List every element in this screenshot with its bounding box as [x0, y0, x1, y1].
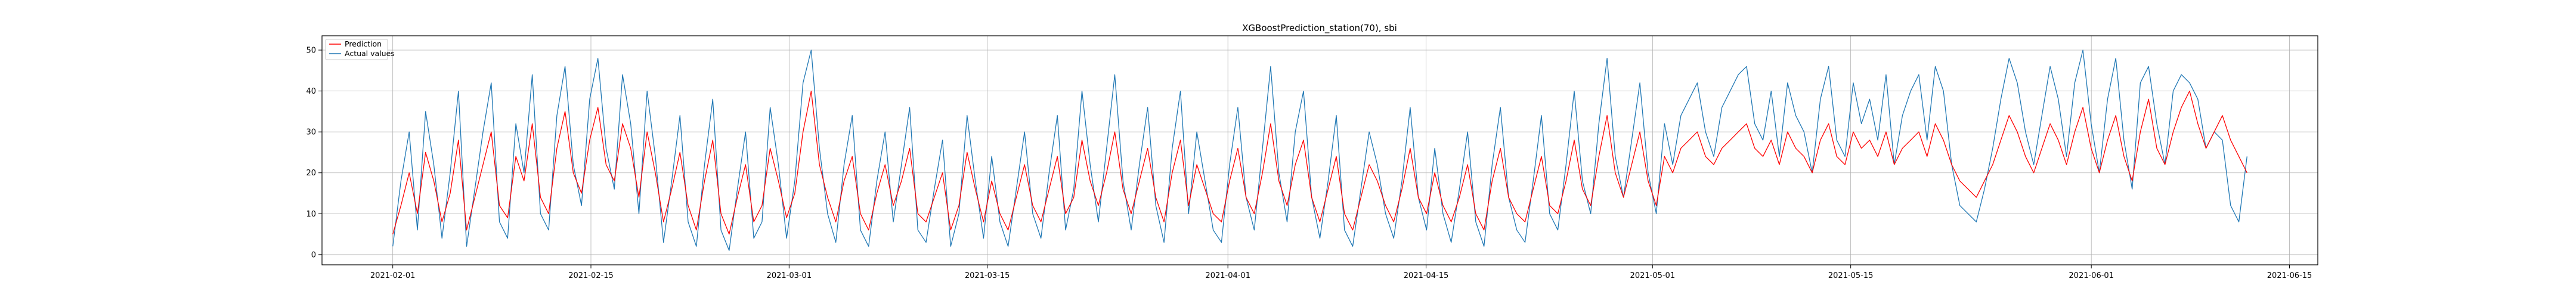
x-tick-label: 2021-05-01 — [1630, 271, 1676, 280]
y-tick-label: 50 — [306, 47, 316, 55]
x-tick-label: 2021-06-01 — [2069, 271, 2114, 280]
x-axis: 2021-02-01 2021-02-15 2021-03-01 2021-03-15… — [370, 265, 2312, 280]
x-tick-label: 2021-02-15 — [568, 271, 614, 280]
x-tick-label: 2021-03-15 — [965, 271, 1010, 280]
plot-frame — [321, 35, 2318, 265]
series-line-prediction — [392, 90, 2247, 235]
grid — [322, 36, 2318, 265]
y-axis: 0 10 20 30 40 50 — [306, 47, 322, 259]
legend: Prediction Actual values — [325, 39, 395, 60]
x-tick-label: 2021-03-01 — [767, 271, 812, 280]
x-tick-label: 2021-04-01 — [1205, 271, 1250, 280]
legend-label-prediction: Prediction — [345, 39, 382, 48]
legend-label-actual-values: Actual values — [345, 49, 395, 58]
x-tick-label: 2021-06-15 — [2267, 271, 2312, 280]
y-tick-label: 40 — [306, 87, 316, 96]
y-tick-label: 20 — [306, 169, 316, 178]
series-line-actual-values — [392, 50, 2247, 251]
x-tick-label: 2021-05-15 — [1828, 271, 1874, 280]
y-tick-label: 0 — [311, 251, 316, 259]
y-tick-label: 10 — [306, 210, 316, 219]
x-tick-label: 2021-02-01 — [370, 271, 416, 280]
chart-title: XGBoostPrediction_station(70), sbi — [1242, 23, 1397, 34]
series-layer — [392, 50, 2247, 251]
x-tick-label: 2021-04-15 — [1404, 271, 1449, 280]
y-tick-label: 30 — [306, 128, 316, 137]
